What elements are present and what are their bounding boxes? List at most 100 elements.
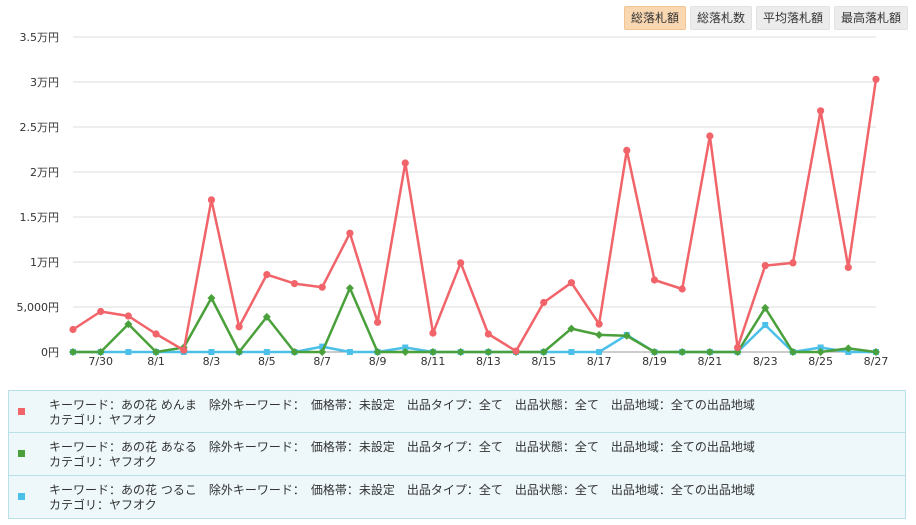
data-point <box>69 348 77 356</box>
legend-line1: キーワード：あの花 めんま 除外キーワード： 価格帯：未設定 出品タイプ：全て … <box>49 398 755 412</box>
tab-total-count[interactable]: 総落札数 <box>689 6 752 30</box>
x-tick-label: 8/23 <box>753 355 778 368</box>
tab-average-amount[interactable]: 平均落札額 <box>755 6 830 30</box>
legend-line2: カテゴリ：ヤフオク <box>49 498 157 512</box>
data-point <box>622 331 631 340</box>
tab-max-amount[interactable]: 最高落札額 <box>833 6 908 30</box>
y-tick-label: 1.5万円 <box>20 211 60 224</box>
data-point <box>762 322 769 328</box>
data-point <box>817 107 825 115</box>
x-tick-label: 8/21 <box>698 355 723 368</box>
data-point <box>733 343 742 352</box>
data-point <box>125 349 132 355</box>
legend-line2: カテゴリ：ヤフオク <box>49 455 157 469</box>
legend-line1: キーワード：あの花 つるこ 除外キーワード： 価格帯：未設定 出品タイプ：全て … <box>49 483 755 497</box>
data-point <box>207 196 216 204</box>
data-point <box>401 348 410 356</box>
data-point <box>512 347 520 355</box>
line-chart: 0円 5,000円 1万円 1.5万円 2万円 2.5万円 3万円 3.5万円 7/30 8/1 8… <box>17 31 889 368</box>
data-point <box>706 132 714 140</box>
data-point <box>595 330 604 339</box>
data-point <box>263 271 271 279</box>
x-tick-label: 8/25 <box>808 355 833 368</box>
series-line <box>73 286 877 354</box>
data-point <box>596 349 603 355</box>
legend-swatch <box>18 450 25 457</box>
x-tick-label: 7/30 <box>88 355 113 368</box>
y-tick-label: 5,000円 <box>17 301 60 314</box>
y-tick-label: 2万円 <box>30 166 59 179</box>
legend-item: キーワード：あの花 あなる 除外キーワード： 価格帯：未設定 出品タイプ：全て … <box>8 433 906 476</box>
data-point <box>235 348 244 356</box>
data-point <box>346 349 353 355</box>
legend-line2: カテゴリ：ヤフオク <box>49 413 157 427</box>
legend-item: キーワード：あの花 つるこ 除外キーワード： 価格帯：未設定 出品タイプ：全て … <box>8 476 906 519</box>
legend-line1: キーワード：あの花 あなる 除外キーワード： 価格帯：未設定 出品タイプ：全て … <box>49 440 755 454</box>
data-point <box>96 348 105 356</box>
data-point <box>568 349 575 355</box>
data-point <box>678 285 686 293</box>
data-point <box>124 312 132 320</box>
data-point <box>318 348 327 356</box>
data-point <box>373 318 382 326</box>
data-point <box>484 330 492 338</box>
data-point <box>373 348 382 356</box>
data-point <box>623 146 631 154</box>
data-point <box>152 330 160 338</box>
data-point <box>650 276 659 284</box>
legend-item: キーワード：あの花 めんま 除外キーワード： 価格帯：未設定 出品タイプ：全て … <box>8 390 906 433</box>
data-point <box>290 280 299 288</box>
data-point <box>817 344 824 351</box>
data-point <box>788 348 797 356</box>
data-point <box>124 320 133 329</box>
data-point <box>650 348 659 356</box>
x-tick-label: 8/19 <box>642 355 667 368</box>
data-point <box>789 259 797 267</box>
data-point <box>456 348 465 356</box>
data-point <box>319 343 326 350</box>
data-point <box>207 294 216 302</box>
legend-swatch <box>18 408 25 415</box>
data-point <box>262 312 271 321</box>
x-tick-label: 8/13 <box>476 355 501 368</box>
x-tick-label: 8/3 <box>203 355 221 368</box>
legend-text: キーワード：あの花 めんま 除外キーワード： 価格帯：未設定 出品タイプ：全て … <box>49 398 755 428</box>
data-point <box>457 259 465 267</box>
legend-text: キーワード：あの花 つるこ 除外キーワード： 価格帯：未設定 出品タイプ：全て … <box>49 483 755 513</box>
metric-tabs: 総落札額 総落札数 平均落札額 最高落札額 <box>623 6 908 30</box>
x-tick-label: 8/27 <box>864 355 889 368</box>
data-point <box>844 263 852 271</box>
data-point <box>69 325 77 334</box>
data-point <box>429 329 437 337</box>
legend-swatch <box>18 493 25 500</box>
data-point <box>540 298 548 307</box>
data-point <box>705 348 714 356</box>
data-point <box>539 348 548 356</box>
x-tick-label: 8/7 <box>313 355 331 368</box>
data-point <box>872 75 880 83</box>
data-point <box>816 348 825 356</box>
y-tick-label: 0円 <box>41 346 59 359</box>
data-point <box>208 349 215 355</box>
x-tick-label: 8/11 <box>421 355 446 368</box>
tab-total-amount[interactable]: 総落札額 <box>623 6 686 30</box>
data-point <box>567 279 576 287</box>
data-point <box>346 229 354 237</box>
data-point <box>345 284 354 293</box>
x-tick-label: 8/1 <box>147 355 165 368</box>
data-point <box>97 307 105 316</box>
data-point <box>290 348 299 356</box>
series-line <box>72 79 878 353</box>
x-tick-label: 8/15 <box>531 355 556 368</box>
data-point <box>678 348 687 356</box>
x-tick-label: 8/5 <box>258 355 276 368</box>
y-tick-label: 2.5万円 <box>20 121 60 134</box>
data-point <box>761 262 769 270</box>
legend-text: キーワード：あの花 あなる 除外キーワード： 価格帯：未設定 出品タイプ：全て … <box>49 440 755 470</box>
data-point <box>401 159 409 167</box>
data-point <box>180 346 188 354</box>
data-point <box>484 348 493 356</box>
x-tick-label: 8/17 <box>587 355 612 368</box>
chart-legend: キーワード：あの花 めんま 除外キーワード： 価格帯：未設定 出品タイプ：全て … <box>8 390 906 519</box>
data-point <box>567 324 576 333</box>
